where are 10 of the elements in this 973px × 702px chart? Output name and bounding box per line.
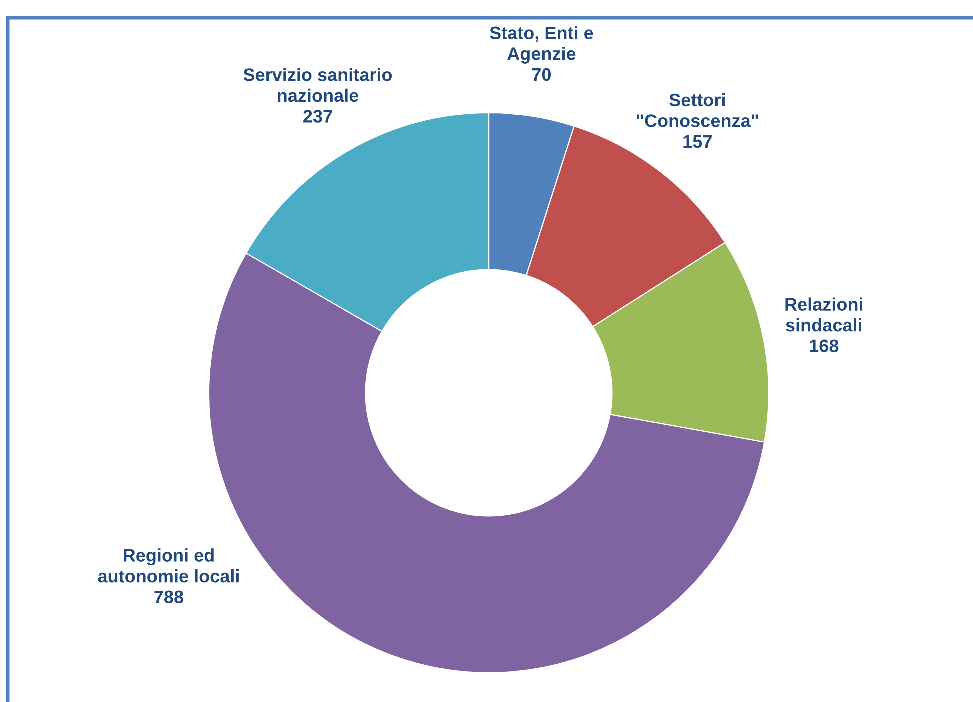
slice-label: Regioni ed autonomie locali	[98, 548, 239, 583]
slice-label: Relazioni sindacali	[786, 298, 862, 332]
slice-label: Servizio sanitario nazionale	[244, 68, 392, 102]
data-label: 237	[304, 110, 332, 123]
data-label: 168	[810, 340, 839, 353]
slice-label: Stato, Enti e Agenzie	[490, 26, 594, 64]
slice-label: Settori "Conoscenza"	[637, 93, 758, 128]
data-label: 70	[532, 68, 551, 82]
data-label: 788	[154, 590, 184, 604]
data-label: 157	[684, 136, 712, 148]
